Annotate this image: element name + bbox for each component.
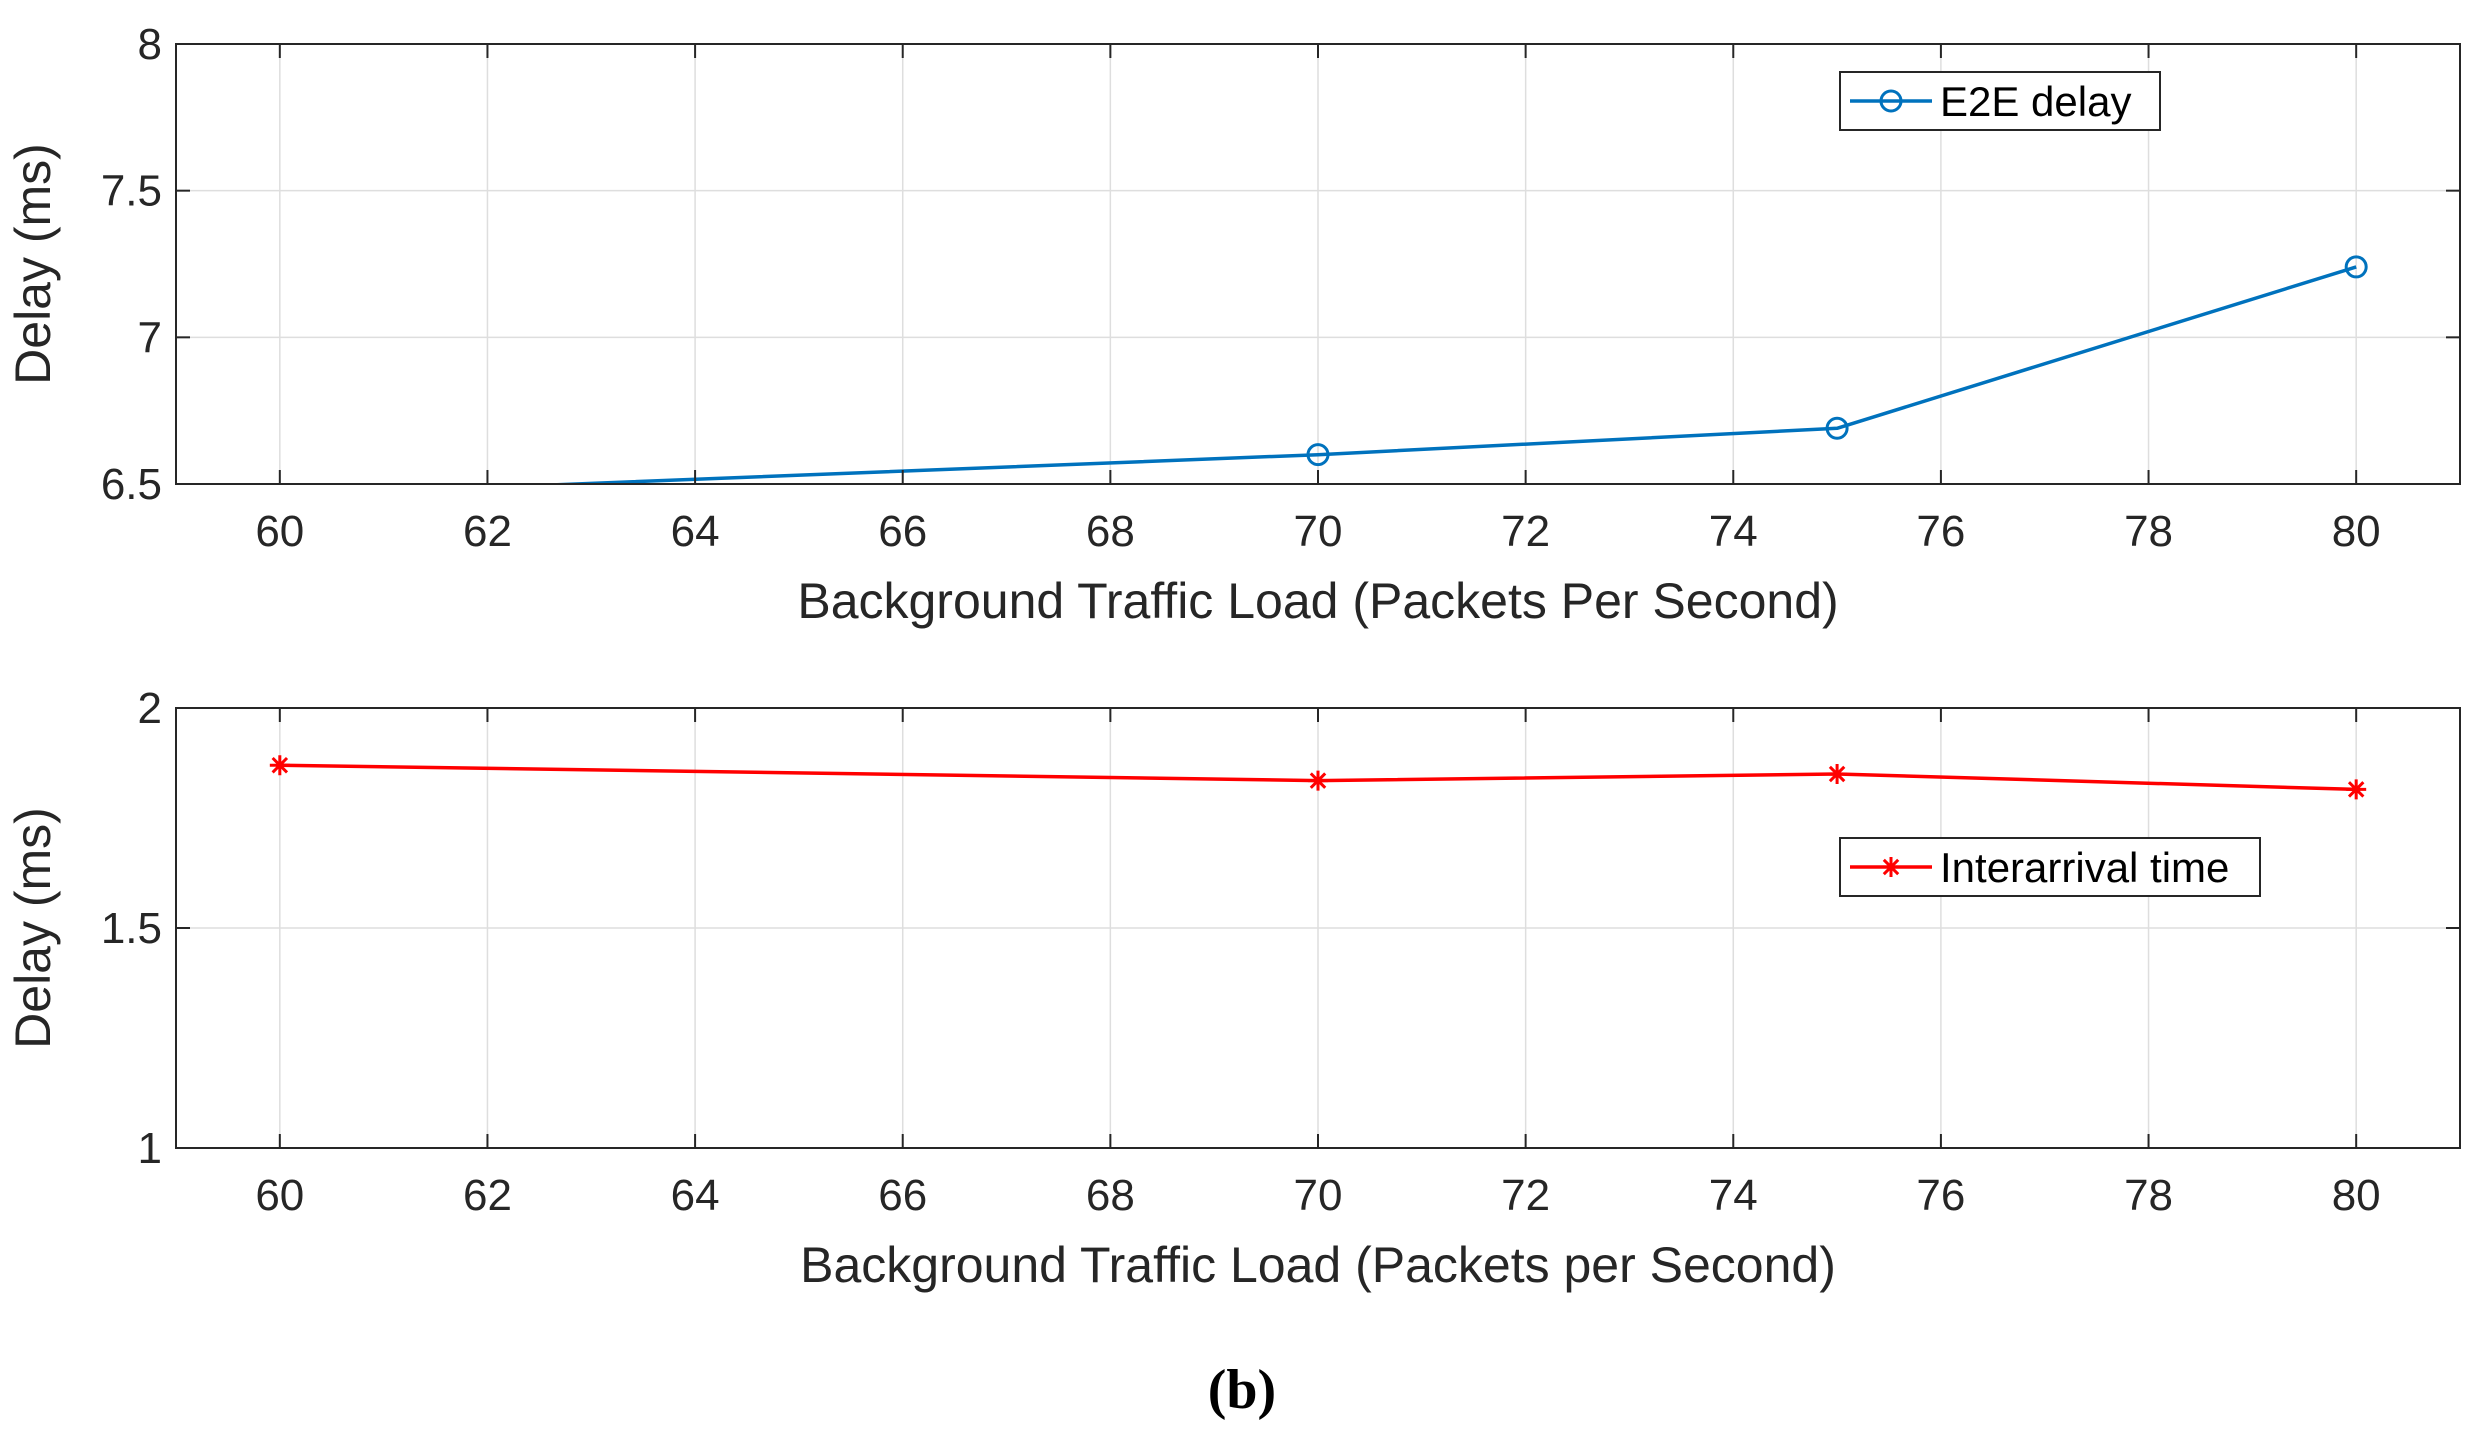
- legend: Interarrival time: [1839, 837, 2261, 897]
- x-tick-label: 70: [1294, 507, 1343, 556]
- x-tick-label: 72: [1501, 1171, 1550, 1220]
- y-tick-label: 7.5: [101, 167, 162, 216]
- legend: E2E delay: [1839, 71, 2161, 131]
- series-0: [531, 255, 2368, 484]
- x-tick-label: 74: [1709, 507, 1758, 556]
- chart-interarrival-time: 60 62 64 66 68 70 72 74 76 78 80 1 1.5 2 Background Tr…: [5, 684, 2461, 1293]
- x-tick-label: 70: [1294, 1171, 1343, 1220]
- x-tick-label: 60: [255, 1171, 304, 1220]
- y-tick-label: 1.5: [101, 904, 162, 953]
- y-tick-label: 6.5: [101, 460, 162, 509]
- data-point: [269, 755, 290, 776]
- x-tick-label: 80: [2332, 1171, 2381, 1220]
- y-axis-label: Delay (ms): [5, 807, 61, 1049]
- x-tick-label: 78: [2124, 507, 2173, 556]
- data-point: [2344, 255, 2368, 279]
- y-tick-label: 2: [138, 684, 162, 733]
- x-tick-label: 62: [463, 1171, 512, 1220]
- x-tick-label: 68: [1086, 507, 1135, 556]
- x-tick-label: 64: [671, 507, 720, 556]
- chart-e2e-delay: 60 62 64 66 68 70 72 74 76 78 80 6.5 7 7.5 8 Background…: [5, 20, 2461, 629]
- x-tick-label: 66: [878, 1171, 927, 1220]
- x-tick-label: 60: [255, 507, 304, 556]
- series-line: [279, 763, 2357, 792]
- x-tick-label: 78: [2124, 1171, 2173, 1220]
- y-axis-label: Delay (ms): [5, 143, 61, 385]
- data-point: [1827, 764, 1848, 784]
- data-point: [2346, 779, 2367, 800]
- x-axis-label: Background Traffic Load (Packets Per Sec…: [797, 573, 1838, 629]
- x-tick-label: 76: [1916, 1171, 1965, 1220]
- x-tick-label: 74: [1709, 1171, 1758, 1220]
- x-tick-label: 66: [878, 507, 927, 556]
- legend-label: Interarrival time: [1940, 844, 2229, 891]
- x-tick-label: 68: [1086, 1171, 1135, 1220]
- x-tick-label: 80: [2332, 507, 2381, 556]
- x-tick-label: 62: [463, 507, 512, 556]
- legend-marker: [1881, 857, 1901, 877]
- x-tick-label: 72: [1501, 507, 1550, 556]
- data-point: [1308, 770, 1328, 791]
- x-tick-label: 76: [1916, 507, 1965, 556]
- y-tick-label: 7: [138, 313, 162, 362]
- series-line: [531, 265, 2357, 484]
- x-axis-label: Background Traffic Load (Packets per Sec…: [800, 1237, 1836, 1293]
- data-point: [1306, 443, 1330, 467]
- y-tick-label: 1: [138, 1124, 162, 1173]
- x-tick-label: 64: [671, 1171, 720, 1220]
- legend-label: E2E delay: [1940, 78, 2131, 125]
- legend-marker: [1879, 89, 1903, 113]
- y-tick-label: 8: [138, 20, 162, 69]
- figure-caption: (b): [1208, 1359, 1276, 1421]
- series-0: [269, 755, 2367, 800]
- data-point: [1825, 416, 1849, 440]
